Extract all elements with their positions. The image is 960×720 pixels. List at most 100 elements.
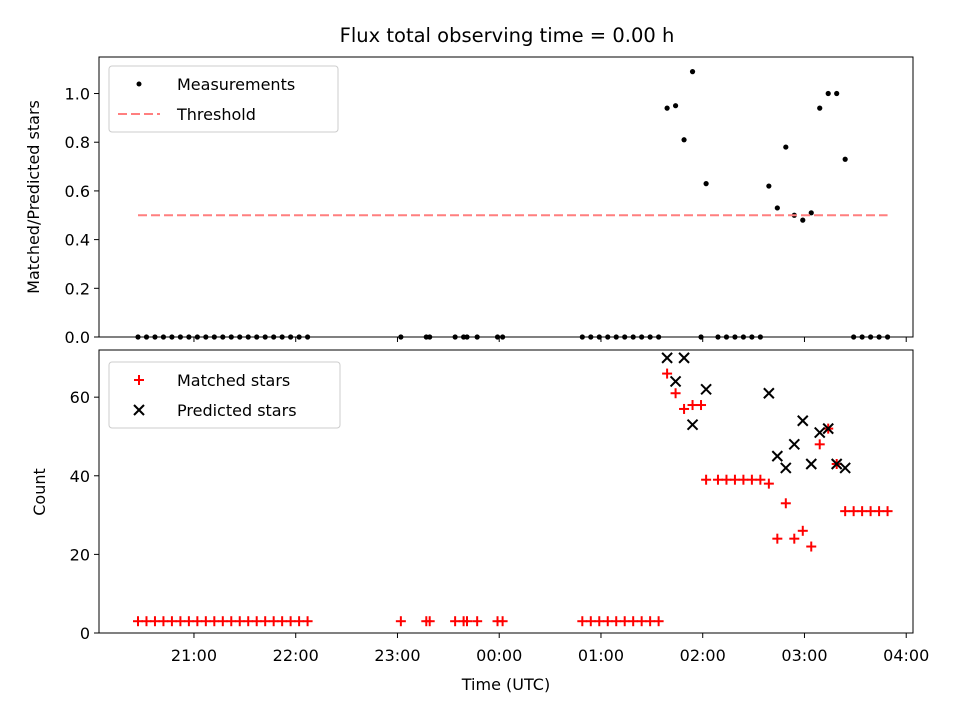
matched-point (395, 616, 406, 627)
predicted-point (797, 415, 809, 427)
matched-point (141, 616, 152, 627)
matched-point (780, 498, 791, 509)
matched-point (806, 541, 817, 552)
matched-point (662, 368, 673, 379)
top-legend: Measurements Threshold (108, 65, 339, 133)
measurement-point (834, 90, 840, 97)
matched-point (175, 616, 186, 627)
predicted-point (661, 352, 673, 364)
matched-point (636, 616, 647, 627)
measurement-point (664, 105, 670, 111)
matched-point (602, 616, 613, 627)
matched-point (472, 616, 483, 627)
bottom-y-tick-label: 40 (70, 467, 90, 486)
bottom-x-ticks: 21:00 22:00 23:00 00:00 01:00 02:00 03:00 04:00 (171, 633, 929, 665)
top-panel: 0.0 0.2 0.4 0.6 0.8 1.0 Matched/Predicted sta… (24, 56, 914, 347)
matched-point (243, 616, 254, 627)
matched-point (721, 474, 732, 485)
matched-point (628, 616, 639, 627)
matched-point (696, 400, 707, 411)
measurement-point (800, 217, 806, 223)
matched-point (874, 506, 885, 517)
bottom-y-tick-label: 20 (70, 545, 90, 564)
matched-point (294, 616, 305, 627)
bottom-marks (133, 352, 893, 627)
legend-predicted-marker (133, 404, 145, 416)
matched-point (857, 506, 868, 517)
matched-point (217, 616, 228, 627)
matched-point (797, 525, 808, 536)
matched-point (670, 388, 681, 399)
measurement-point (783, 144, 789, 150)
bottom-y-ticks: 0 20 40 60 (70, 388, 99, 643)
matched-point (183, 616, 194, 627)
matched-point (260, 616, 271, 627)
measurement-point (774, 205, 780, 211)
matched-point (772, 533, 783, 544)
matched-point (285, 616, 296, 627)
matched-point (653, 616, 664, 627)
bottom-y-tick-label: 60 (70, 388, 90, 407)
bottom-y-axis-label: Count (30, 468, 49, 516)
matched-point (277, 616, 288, 627)
top-y-tick-label: 0.6 (65, 182, 90, 201)
legend-measurements-label: Measurements (177, 75, 295, 94)
matched-point (645, 616, 656, 627)
predicted-point (771, 450, 784, 462)
measurement-point (672, 103, 679, 109)
measurement-point (808, 210, 814, 216)
top-y-tick-label: 0.0 (65, 328, 90, 347)
predicted-point (788, 438, 800, 451)
matched-point (585, 616, 596, 627)
matched-point (302, 616, 313, 627)
top-y-axis-label: Matched/Predicted stars (24, 100, 43, 294)
measurement-point (825, 90, 831, 97)
top-y-tick-label: 0.8 (65, 133, 90, 152)
measurement-point (681, 137, 687, 143)
matched-point (611, 616, 622, 627)
bottom-legend-box (108, 361, 341, 429)
matched-point (755, 474, 766, 485)
matched-point (166, 616, 177, 627)
top-x-ticks (193, 337, 907, 342)
bottom-x-tick-label: 23:00 (374, 646, 420, 665)
measurement-point (689, 69, 696, 75)
legend-threshold-label: Threshold (176, 105, 256, 124)
matched-point (882, 506, 893, 517)
predicted-point (814, 426, 826, 439)
matched-point (865, 506, 876, 517)
matched-point (149, 616, 160, 627)
measurement-point (817, 105, 823, 111)
measurement-point (703, 181, 709, 187)
top-y-tick-label: 0.2 (65, 279, 90, 298)
matched-point (209, 616, 220, 627)
predicted-point (763, 387, 775, 399)
matched-point (746, 474, 757, 485)
predicted-point (669, 375, 682, 388)
predicted-point (822, 422, 834, 435)
bottom-axes-frame (98, 349, 914, 634)
matched-point (424, 616, 435, 627)
matched-point (234, 616, 245, 627)
matched-point (450, 616, 461, 627)
predicted-point (780, 462, 792, 474)
bottom-x-tick-label: 04:00 (883, 646, 929, 665)
matched-point (268, 616, 279, 627)
bottom-panel: 0 20 40 60 21:00 22:00 23:00 00:00 01:00 02:00 03… (30, 349, 929, 694)
matched-point (226, 616, 237, 627)
predicted-point (678, 352, 690, 364)
matched-point (577, 616, 588, 627)
predicted-point (830, 458, 843, 470)
predicted-point (700, 383, 712, 396)
predicted-point (805, 458, 817, 470)
bottom-x-tick-label: 01:00 (578, 646, 624, 665)
matched-point (789, 533, 800, 544)
matched-point (461, 616, 472, 627)
legend-matched-marker (134, 375, 144, 385)
top-chart-title: Flux total observing time = 0.00 h (340, 24, 675, 47)
matched-point (251, 616, 262, 627)
top-y-tick-label: 1.0 (65, 85, 90, 104)
matched-point (679, 403, 690, 414)
bottom-legend: Matched stars Predicted stars (108, 361, 341, 429)
